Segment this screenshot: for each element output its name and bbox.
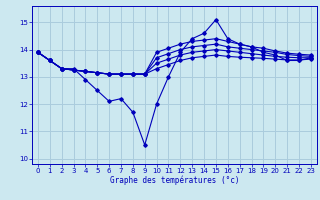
X-axis label: Graphe des températures (°c): Graphe des températures (°c)	[110, 176, 239, 185]
